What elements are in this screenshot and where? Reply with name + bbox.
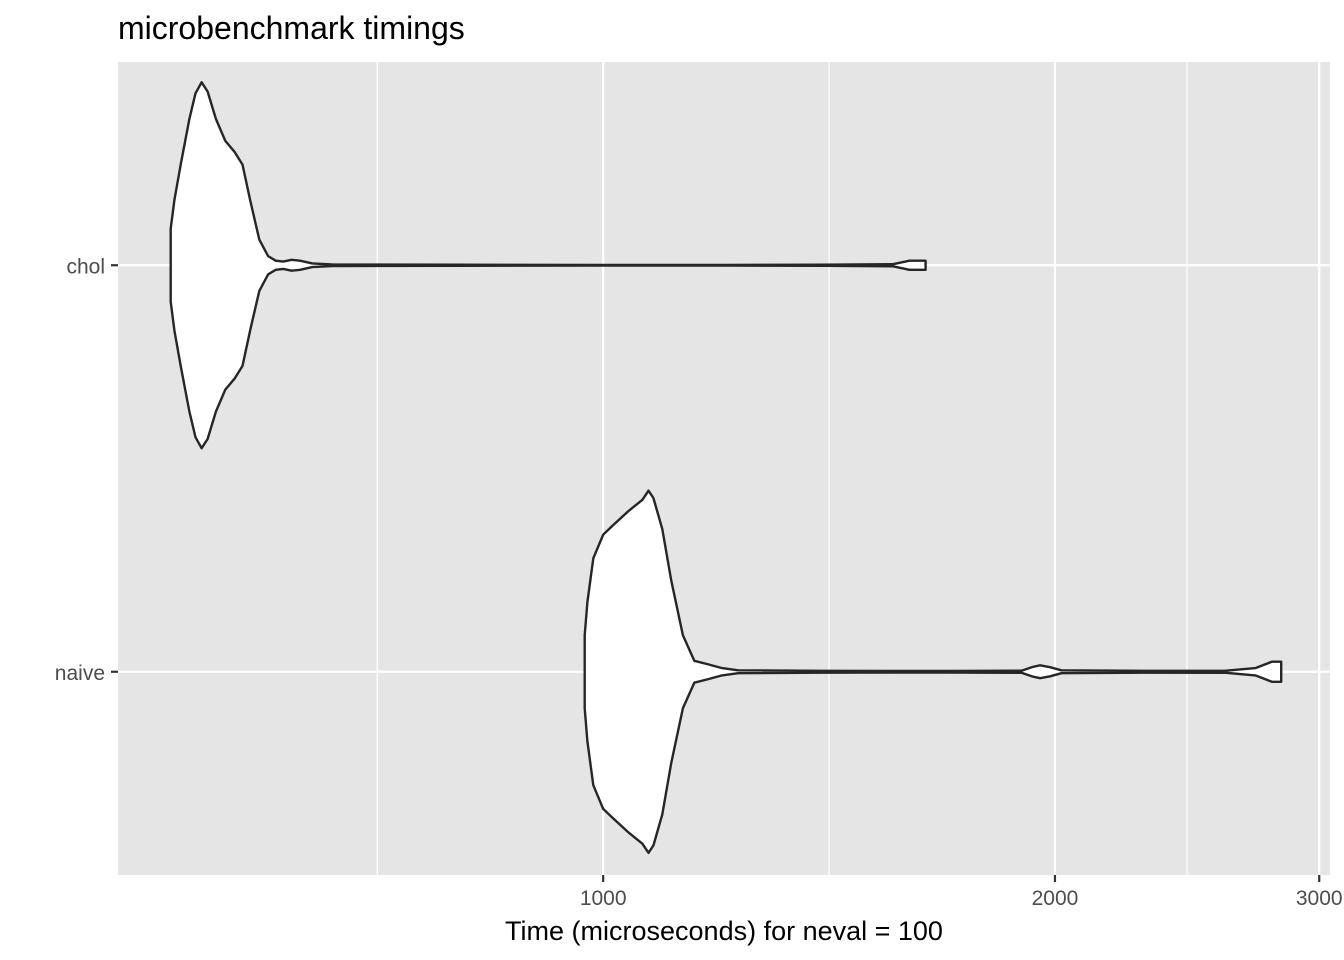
violins [169,81,1283,854]
y-axis: chol naive [55,255,118,685]
x-tick-label: 3000 [1296,887,1343,910]
x-tick-label: 2000 [1032,887,1079,910]
violin-chol [169,81,927,450]
minor-gridlines [376,62,1188,875]
y-tick-label: chol [66,255,105,278]
y-tick-label: naive [55,662,105,685]
x-axis: 1000 2000 3000 [580,875,1343,910]
plot-panel [118,62,1330,875]
x-axis-title: Time (microseconds) for neval = 100 [505,916,943,946]
violin-naive [583,489,1283,854]
chart-title: microbenchmark timings [118,10,465,46]
x-tick-label: 1000 [580,887,627,910]
